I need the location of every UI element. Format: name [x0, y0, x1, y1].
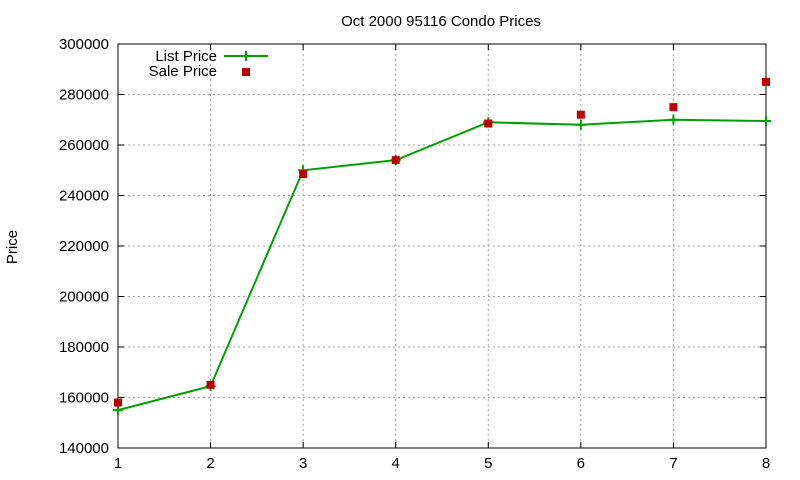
y-tick-label: 180000 — [59, 339, 109, 356]
legend-label-sale-price: Sale Price — [149, 63, 217, 80]
y-tick-label: 300000 — [59, 36, 109, 53]
y-tick-label: 160000 — [59, 390, 109, 407]
x-tick-label: 1 — [114, 455, 122, 472]
grid-lines — [118, 44, 766, 448]
x-tick-label: 2 — [206, 455, 214, 472]
x-tick-label: 4 — [392, 455, 400, 472]
point-sale-price — [762, 77, 770, 86]
point-sale-price — [206, 380, 215, 389]
series-line-list-price — [117, 118, 767, 412]
point-list-price — [761, 116, 771, 127]
plot-series — [113, 77, 771, 416]
y-tick-label: 220000 — [59, 238, 109, 255]
point-sale-price — [576, 110, 585, 119]
x-tick-label: 8 — [762, 455, 770, 472]
x-tick-label: 6 — [577, 455, 585, 472]
y-tick-label: 200000 — [59, 289, 109, 306]
point-sale-price — [391, 156, 400, 165]
point-list-price — [575, 119, 586, 130]
x-tick-label: 5 — [484, 455, 492, 472]
y-tick-label: 240000 — [59, 188, 109, 205]
point-sale-price — [669, 103, 678, 112]
point-list-price — [113, 405, 123, 416]
point-sale-price — [299, 170, 308, 179]
chart-title: Oct 2000 95116 Condo Prices — [341, 13, 541, 30]
y-tick-label: 260000 — [59, 137, 109, 154]
legend-marker-sale-price — [242, 68, 250, 76]
point-sale-price — [484, 119, 493, 128]
legend: List Price Sale Price — [149, 48, 268, 80]
y-tick-label: 280000 — [59, 87, 109, 104]
x-tick-label: 7 — [669, 455, 677, 472]
legend-label-list-price: List Price — [155, 48, 217, 65]
y-tick-label: 140000 — [59, 440, 109, 457]
y-axis-label: Price — [4, 230, 21, 264]
point-list-price — [668, 114, 679, 125]
point-sale-price — [114, 398, 122, 407]
x-tick-label: 3 — [299, 455, 307, 472]
axis-ticks: 140000 160000 180000 200000 220000 240000 2600… — [59, 36, 770, 472]
